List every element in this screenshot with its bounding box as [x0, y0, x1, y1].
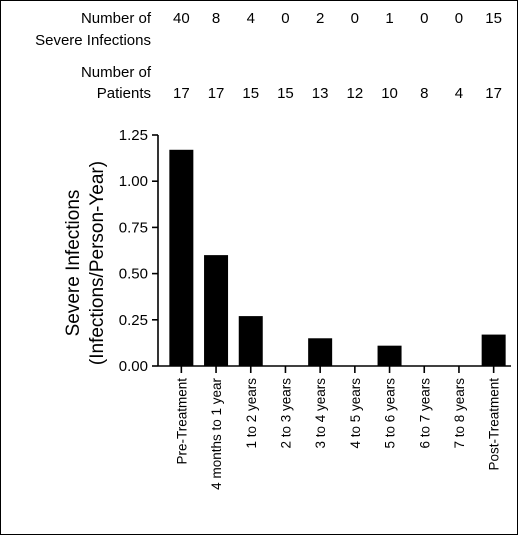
- infections-row-label-line2: Severe Infections: [35, 32, 151, 49]
- infections-count: 8: [212, 10, 220, 27]
- patients-count: 10: [381, 85, 398, 102]
- infections-count: 15: [485, 10, 502, 27]
- patients-count: 12: [347, 85, 364, 102]
- bar: [204, 255, 229, 366]
- y-axis-title-line2: (Infections/Person-Year): [87, 161, 108, 365]
- x-category-label: 3 to 4 years: [313, 378, 328, 449]
- y-tick-label: 1.25: [119, 127, 148, 144]
- infections-row-label-line1: Number of: [81, 10, 152, 27]
- bars: [169, 149, 506, 366]
- patients-count: 8: [420, 85, 428, 102]
- infections-count: 0: [281, 10, 289, 27]
- patients-count: 15: [277, 85, 294, 102]
- infections-count: 4: [247, 10, 255, 27]
- infections-row-values: 40 8 4 0 2 0 1 0 0 15: [173, 10, 502, 27]
- bar: [481, 334, 506, 366]
- x-category-label: 4 months to 1 year: [209, 377, 224, 489]
- bar: [169, 149, 194, 366]
- y-axis: 0.00 0.25 0.50 0.75 1.00 1.25: [119, 127, 159, 375]
- infections-count: 40: [173, 10, 190, 27]
- infections-count: 2: [316, 10, 324, 27]
- infections-count: 0: [351, 10, 359, 27]
- annotation-table: Number of Severe Infections Number of Pa…: [35, 10, 502, 102]
- patients-row-values: 17 17 15 15 13 12 10 8 4 17: [173, 85, 502, 102]
- y-tick-label: 0.75: [119, 219, 148, 236]
- x-category-label: 6 to 7 years: [417, 378, 432, 449]
- patients-row-label-line2: Patients: [97, 85, 151, 102]
- x-category-label: Pre-Treatment: [174, 378, 189, 465]
- y-tick-label: 0.25: [119, 312, 148, 329]
- x-category-label: 5 to 6 years: [383, 378, 398, 449]
- patients-count: 17: [485, 85, 502, 102]
- y-tick-label: 0.00: [119, 358, 148, 375]
- infections-count: 0: [420, 10, 428, 27]
- y-axis-title: Severe Infections (Infections/Person-Yea…: [63, 161, 108, 365]
- bar: [308, 338, 333, 366]
- x-category-label: 4 to 5 years: [348, 378, 363, 449]
- patients-count: 17: [173, 85, 190, 102]
- x-category-label: Post-Treatment: [487, 378, 502, 471]
- patients-count: 4: [455, 85, 463, 102]
- patients-count: 13: [312, 85, 329, 102]
- y-axis-title-line1: Severe Infections: [63, 190, 84, 337]
- x-category-label: 1 to 2 years: [244, 378, 259, 449]
- patients-row-label-line1: Number of: [81, 64, 152, 81]
- patients-count: 17: [208, 85, 225, 102]
- y-tick-label: 0.50: [119, 266, 148, 283]
- y-tick-label: 1.00: [119, 173, 148, 190]
- x-category-label: 2 to 3 years: [278, 378, 293, 449]
- infections-count: 1: [385, 10, 393, 27]
- bar: [377, 345, 402, 366]
- bar: [238, 316, 263, 366]
- patients-count: 15: [242, 85, 259, 102]
- x-axis: Pre-Treatment 4 months to 1 year 1 to 2 ye…: [158, 365, 511, 490]
- x-category-label: 7 to 8 years: [452, 378, 467, 449]
- infections-count: 0: [455, 10, 463, 27]
